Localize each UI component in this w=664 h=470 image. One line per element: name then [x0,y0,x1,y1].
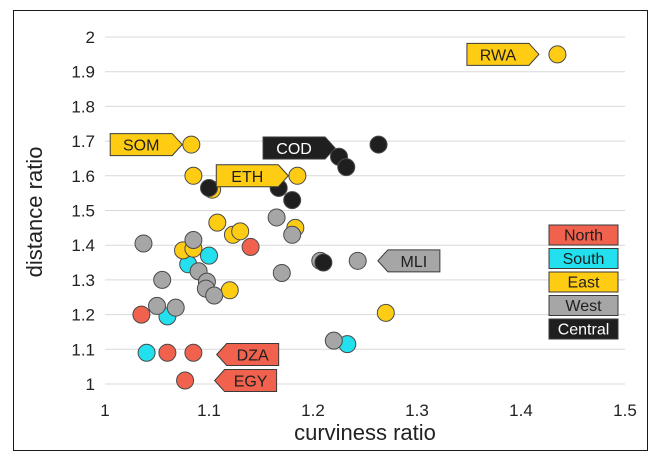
axes: 1 1.1 1.2 1.3 1.4 1.5 1.6 1.7 1.8 1.9 2 1 1.1 1.2 1.3 1… [71,28,636,420]
callout-label: RWA [480,47,517,64]
callout-box [466,42,540,66]
point-east [288,166,307,185]
point-west [283,225,302,244]
point-east [231,222,250,241]
legend-label: South [563,251,605,268]
legend: North South East West Central [548,224,619,340]
point-west [153,270,172,289]
y-tick-label: 1.3 [71,271,95,290]
point-west [148,296,166,315]
legend-label: East [567,275,600,292]
point-north [241,237,260,256]
callout-eth: ETH [215,164,289,188]
callout-cod: COD [262,136,336,160]
x-tick-label: 1.5 [613,401,637,420]
point-east [208,213,227,232]
point-west [324,331,343,350]
point-central [283,191,302,210]
callout-label: COD [276,141,312,158]
legend-item-central: Central [548,318,619,340]
point-central [200,178,218,197]
y-tick-label: 1.1 [71,340,95,359]
y-tick-label: 1 [86,375,95,394]
point-north [132,305,151,324]
callout-box [262,136,336,160]
point-north [176,371,195,390]
legend-item-west: West [548,295,619,316]
legend-swatch [548,318,619,340]
point-east [182,135,201,154]
x-tick-label: 1.4 [509,401,533,420]
point-east [548,45,567,64]
x-tick-label: 1.3 [405,401,429,420]
x-tick-label: 1.1 [197,401,221,420]
point-east [220,281,239,300]
callout-dza: DZA [216,343,280,367]
point-central [337,158,356,177]
callout-box [109,133,183,157]
legend-swatch [548,271,619,293]
legend-item-south: South [548,248,619,269]
callout-som: SOM [109,133,183,157]
legend-label: West [565,298,602,315]
point-west [134,234,153,253]
callout-mli: MLI [377,249,441,273]
legend-label: Central [558,322,610,339]
point-west [267,208,286,227]
gridlines [105,36,625,385]
legend-item-east: East [548,271,619,293]
y-tick-label: 1.6 [71,167,95,186]
callout-label: SOM [123,138,159,155]
chart-frame [13,10,648,451]
point-central [314,253,333,272]
legend-swatch [548,224,619,246]
y-tick-label: 1.5 [71,202,95,221]
point-west [272,263,291,282]
y-tick-label: 1.9 [71,63,95,82]
point-south [137,343,156,362]
x-tick-label: 1.2 [301,401,325,420]
point-west [348,251,367,270]
x-axis-title: curviness ratio [294,420,436,445]
point-west [166,298,185,317]
y-axis-title: distance ratio [22,147,47,278]
point-south [200,246,218,265]
callout-label: ETH [231,169,263,186]
point-north [158,343,177,362]
callout-box [216,343,280,367]
callout-egy: EGY [213,369,278,393]
callout-box [215,164,289,188]
legend-swatch [548,295,619,316]
y-tick-label: 1.8 [71,97,95,116]
point-north [184,343,203,362]
callout-label: DZA [237,348,269,365]
legend-item-north: North [548,224,619,246]
callout-label: EGY [234,374,268,391]
legend-label: North [564,228,603,245]
data-points [132,45,567,390]
callout-rwa: RWA [466,42,540,66]
callout-box [213,369,278,393]
callout-label: MLI [401,254,428,271]
y-tick-label: 1.4 [71,236,95,255]
point-west [184,230,203,249]
y-tick-label: 2 [86,28,95,47]
country-callouts: RWA SOM COD ETH MLI DZA EGY [109,42,540,393]
legend-swatch [548,248,619,269]
point-east [376,303,395,322]
x-tick-label: 1 [100,401,109,420]
point-central [369,135,388,154]
y-tick-label: 1.2 [71,306,95,325]
callout-box [377,249,441,273]
point-east [184,166,203,185]
point-west [205,286,224,305]
y-tick-label: 1.7 [71,132,95,151]
